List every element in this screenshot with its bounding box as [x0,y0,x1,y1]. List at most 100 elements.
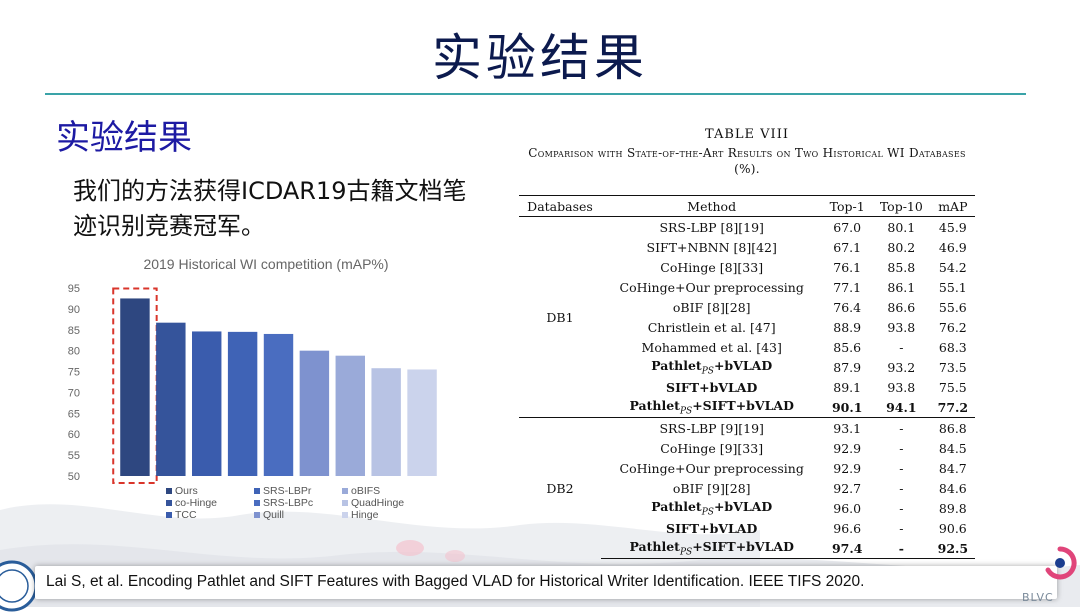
map-cell: 77.2 [937,399,969,415]
table-header-row: Databases Method Top-1 Top-10 mAP [519,195,975,217]
citation-text: Lai S, et al. Encoding Pathlet and SIFT … [46,573,865,590]
method-cell: SRS-LBP [9][19] [601,417,823,438]
method-cell: CoHinge [9][33] [660,440,764,456]
legend-label: oBIFS [351,485,380,497]
bar-quadhinge [371,368,401,476]
method-name: Pathlet [651,357,702,373]
top10-cell: - [899,339,904,355]
slide-title: 实验结果 [432,29,648,87]
y-tick-label: 75 [68,367,80,379]
table-row: PathletPS+bVLAD 87.9 93.2 73.5 [519,357,975,377]
method-suffix: +bVLAD [713,498,773,514]
method-subscript: PS [701,366,714,377]
top10-cell: 86.6 [887,299,916,315]
table-row: PathletPS+SIFT+bVLAD 90.1 94.1 77.2 [519,397,975,418]
legend-label: co-Hinge [175,497,217,509]
legend-swatch [254,500,260,506]
table-row: oBIF [9][28] 92.7 - 84.6 [519,478,975,498]
method-cell: CoHinge+Our preprocessing [619,279,804,295]
bar-quill [299,350,330,476]
map-cell: 54.2 [938,259,967,275]
result-description: 我们的方法获得ICDAR19古籍文档笔迹识别竞赛冠军。 [73,177,467,240]
table-row: CoHinge [9][33] 92.9 - 84.5 [519,438,975,458]
bar-srs-lbpr [227,331,258,476]
bar-srs-lbpc [263,333,294,476]
method-name: Pathlet [629,397,680,413]
legend-swatch [254,512,260,518]
legend-swatch [166,512,172,518]
map-cell: 84.6 [938,480,967,496]
citation-box: Lai S, et al. Encoding Pathlet and SIFT … [35,566,1057,599]
legend-swatch [342,512,348,518]
top1-cell: 92.9 [833,460,862,476]
top10-cell: 93.2 [887,359,916,375]
table-caption: TABLE VIII Comparison with State-of-the-… [519,127,975,177]
map-cell: 55.1 [938,279,967,295]
top10-cell: 80.2 [887,239,916,255]
method-subscript: PS [701,507,714,518]
legend-swatch [254,488,260,494]
method-cell: SIFT+bVLAD [666,520,758,536]
map-cell: 90.6 [938,520,967,536]
comparison-table: Databases Method Top-1 Top-10 mAP DB1 SRS… [519,195,975,559]
section-heading: 实验结果 [56,118,192,158]
lab-logo-text: BLVC [1022,591,1054,604]
title-divider [45,93,1026,95]
top1-cell: 85.6 [833,339,862,355]
map-cell: 92.5 [930,538,975,559]
header-map: mAP [930,195,975,217]
table-caption-text: Comparison with State-of-the-Art Results… [528,146,966,176]
method-cell: PathletPS+SIFT+bVLAD [601,538,823,559]
top1-cell: 92.7 [833,480,862,496]
top10-cell: 93.8 [887,319,916,335]
university-seal-icon [0,560,38,612]
method-cell: SIFT+bVLAD [666,379,758,395]
legend-label: QuadHinge [351,497,404,509]
top1-cell: 88.9 [833,319,862,335]
method-cell: CoHinge+Our preprocessing [619,460,804,476]
table-row: SIFT+bVLAD 89.1 93.8 75.5 [519,377,975,397]
map-cell: 84.5 [938,440,967,456]
legend-label: TCC [175,509,197,521]
map-cell: 46.9 [938,239,967,255]
y-tick-label: 55 [68,450,80,462]
top1-cell: 96.0 [833,500,862,516]
method-subscript: PS [679,547,693,558]
header-databases: Databases [519,195,601,217]
top10-cell: - [899,520,904,536]
method-cell: Christlein et al. [47] [647,319,776,335]
legend-label: Quill [263,509,284,521]
table-row: CoHinge+Our preprocessing 92.9 - 84.7 [519,458,975,478]
y-tick-label: 60 [68,429,80,441]
map-cell: 76.2 [938,319,967,335]
database-cell: DB1 [546,309,574,325]
top10-cell: - [899,500,904,516]
top10-cell: 85.8 [887,259,916,275]
legend-label: SRS-LBPr [263,485,312,497]
table-row: DB2 SRS-LBP [9][19] 93.1-86.8 [519,417,975,559]
top10-cell: - [871,538,931,559]
top10-cell: 86.1 [887,279,916,295]
header-method: Method [601,195,823,217]
map-cell: 89.8 [938,500,967,516]
table-row: CoHinge [8][33] 76.1 85.8 54.2 [519,257,975,277]
method-cell: PathletPS+SIFT+bVLAD [601,397,822,418]
method-cell: PathletPS+bVLAD [601,498,822,518]
legend-swatch [342,488,348,494]
top1-cell: 90.1 [831,399,863,415]
legend-swatch [342,500,348,506]
top10-cell: 94.1 [886,399,917,415]
top1-cell: 77.1 [833,279,862,295]
map-cell: 86.8 [930,417,975,438]
map-cell: 45.9 [938,219,967,235]
map-cell: 75.5 [938,379,967,395]
top10-cell: - [899,480,904,496]
map-cell: 73.5 [938,359,967,375]
method-cell: oBIF [8][28] [672,299,751,315]
legend-swatch [166,500,172,506]
legend-label: Ours [175,485,198,497]
database-cell: DB2 [519,417,601,559]
method-cell: CoHinge [8][33] [660,259,764,275]
bar-obifs [335,355,365,476]
y-tick-label: 70 [68,387,80,399]
